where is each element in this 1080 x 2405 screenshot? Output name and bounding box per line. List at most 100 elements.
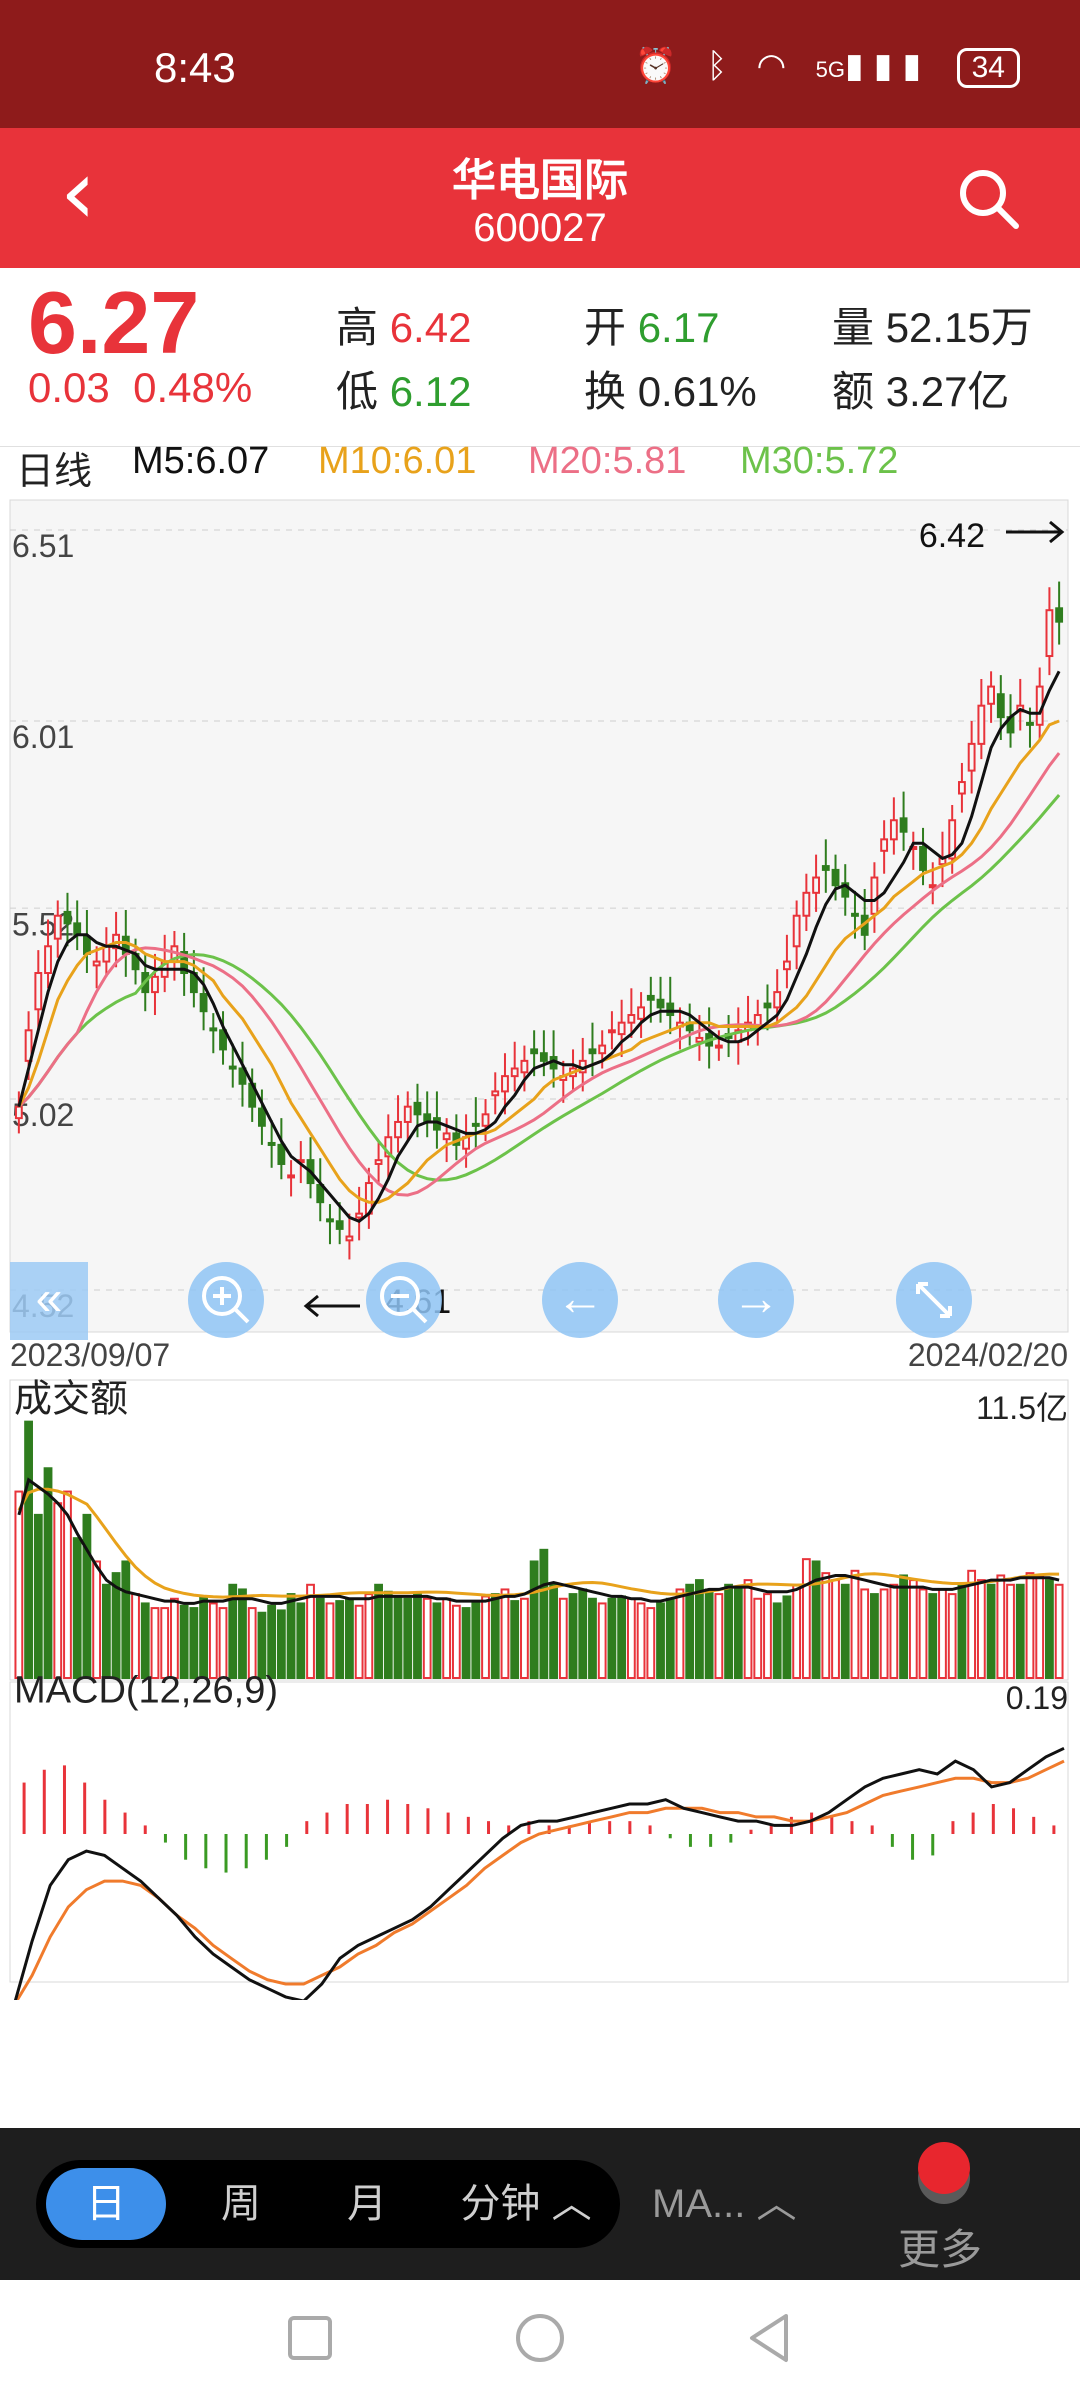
volume-bar xyxy=(111,1572,121,1680)
ma5-line xyxy=(17,670,1061,1224)
volume-max-label: 11.5亿 xyxy=(976,1390,1068,1426)
volume-bar xyxy=(500,1588,510,1679)
volume-bar xyxy=(53,1502,63,1680)
back-nav-icon[interactable] xyxy=(750,2314,788,2362)
macd-dif-line xyxy=(13,1746,1065,2000)
volume-bar xyxy=(276,1609,286,1679)
volume-bar xyxy=(1006,1583,1015,1679)
volume-bar xyxy=(986,1583,996,1679)
more-button[interactable]: 更多 xyxy=(898,2226,983,2273)
period-label: 日线 xyxy=(16,451,93,493)
arrow-left-icon xyxy=(303,1294,360,1318)
scroll-right-button[interactable]: → xyxy=(718,1262,794,1338)
candle xyxy=(627,988,636,1038)
fullscreen-button[interactable] xyxy=(896,1262,972,1338)
candle xyxy=(520,1045,529,1092)
zoom-out-button[interactable] xyxy=(366,1262,442,1338)
x-end-label: 2024/02/20 xyxy=(908,1337,1068,1373)
recent-apps-icon[interactable] xyxy=(288,2316,332,2360)
candle xyxy=(510,1041,519,1092)
volume-bar xyxy=(928,1593,938,1680)
quote-panel: 6.27 0.03 0.48% 高 6.42 低 6.12 开 6.17 换 0… xyxy=(0,268,1080,447)
candle xyxy=(841,864,850,916)
high-price: 高 6.42 xyxy=(336,304,472,351)
home-icon[interactable] xyxy=(516,2314,564,2362)
macd-title: MACD(12,26,9) xyxy=(14,1669,278,1711)
volume-bar xyxy=(753,1597,763,1680)
turnover-rate: 换 0.61% xyxy=(584,368,757,415)
volume-bar xyxy=(24,1420,33,1679)
scroll-start-button[interactable] xyxy=(10,1262,88,1340)
status-time: 8:43 xyxy=(154,44,236,91)
volume-bar xyxy=(1035,1574,1045,1679)
zoom-out-icon xyxy=(380,1276,420,1316)
volume-bar xyxy=(899,1574,908,1679)
macd-max-label: 0.19 xyxy=(1006,1680,1068,1716)
candle xyxy=(666,976,675,1035)
volume-ma5-line xyxy=(17,1477,1060,1605)
volume-bar xyxy=(43,1467,53,1679)
volume-bar xyxy=(588,1597,597,1680)
ma10-line xyxy=(17,719,1060,1204)
candle xyxy=(588,1022,597,1077)
amount: 额 3.27亿 xyxy=(832,368,1010,415)
zoom-in-icon xyxy=(202,1276,242,1316)
volume-bar xyxy=(831,1579,840,1679)
volume-bar xyxy=(335,1600,345,1680)
scroll-left-button[interactable]: ← xyxy=(542,1262,618,1338)
volume-bar xyxy=(140,1602,150,1680)
alarm-icon: ⏰ xyxy=(634,47,688,85)
volume-bar xyxy=(801,1558,811,1679)
volume-bar xyxy=(451,1604,461,1679)
volume-bar xyxy=(481,1595,490,1680)
back-button[interactable]: ‹ xyxy=(60,140,96,245)
candle xyxy=(714,1030,723,1061)
candle xyxy=(355,1186,364,1241)
volume-bar xyxy=(14,1490,24,1680)
battery-icon: 34 xyxy=(956,48,1020,88)
period-day-tab[interactable]: 日 xyxy=(46,2168,166,2240)
candle xyxy=(63,892,72,947)
system-nav-bar xyxy=(0,2280,1080,2400)
ma10-label: M10:6.01 xyxy=(318,440,477,482)
volume-ma10-line xyxy=(17,1487,1060,1599)
status-icons: ⏰ ᛒ ◠ 5G▮▮▮ 34 xyxy=(635,46,1020,88)
volume-bar xyxy=(286,1593,296,1680)
period-week-tab[interactable]: 周 xyxy=(221,2182,261,2226)
arrow-right-icon xyxy=(1006,520,1065,544)
volume-bar xyxy=(549,1583,558,1679)
period-minute-tab[interactable]: 分钟 ︿ xyxy=(460,2182,592,2226)
zoom-in-button[interactable] xyxy=(188,1262,264,1338)
arrow-right-icon: → xyxy=(732,1273,780,1326)
volume-bar xyxy=(520,1597,529,1680)
period-month-tab[interactable]: 月 xyxy=(347,2182,387,2226)
current-price: 6.27 xyxy=(28,273,200,372)
chart-area[interactable]: 6.516.015.525.024.52 6.424.61 «←→ 2023/0… xyxy=(0,490,1080,2000)
candle xyxy=(977,678,986,760)
volume-bar xyxy=(938,1588,947,1679)
volume-bar xyxy=(33,1513,43,1679)
volume-bar xyxy=(121,1560,131,1680)
candle xyxy=(880,820,889,874)
volume-bar xyxy=(189,1607,199,1679)
volume-bar xyxy=(811,1560,821,1680)
volume-bar xyxy=(63,1490,72,1680)
ma-indicator-button[interactable]: MA... ︿ xyxy=(652,2182,797,2226)
candle xyxy=(812,854,821,912)
volume-bar xyxy=(675,1588,685,1679)
volume-bar xyxy=(238,1588,247,1679)
candle xyxy=(831,854,840,901)
volume-bar xyxy=(218,1607,228,1679)
volume-bar xyxy=(617,1595,627,1680)
volume-bar xyxy=(432,1602,442,1680)
candle xyxy=(958,762,966,813)
candle xyxy=(821,839,830,893)
open-price: 开 6.17 xyxy=(584,304,720,351)
volume-bar xyxy=(821,1572,831,1680)
volume-bar xyxy=(374,1583,383,1679)
search-icon[interactable] xyxy=(956,166,1020,230)
volume-bar xyxy=(325,1602,335,1680)
volume-bar xyxy=(976,1579,986,1679)
volume-bar xyxy=(354,1604,364,1679)
candle xyxy=(199,967,208,1031)
